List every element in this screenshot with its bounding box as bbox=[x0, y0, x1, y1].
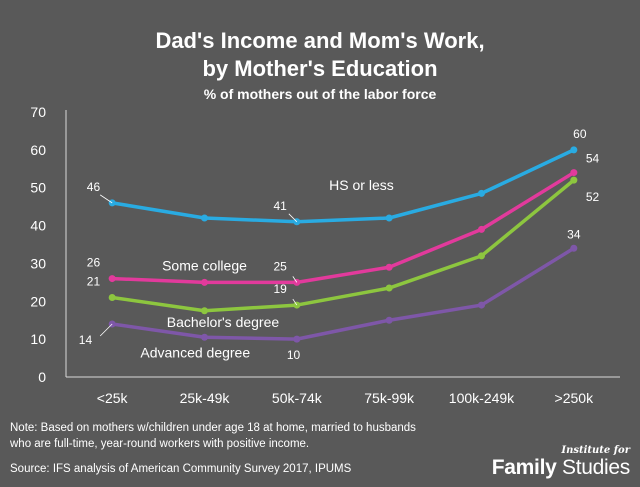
data-label: 60 bbox=[573, 127, 587, 141]
series-line bbox=[110, 178, 576, 313]
data-point bbox=[108, 275, 116, 283]
label-leader-line bbox=[292, 276, 298, 283]
data-label: 26 bbox=[87, 256, 101, 270]
note-line-1: Note: Based on mothers w/children under … bbox=[10, 422, 416, 434]
data-point bbox=[201, 333, 208, 341]
data-point bbox=[108, 294, 116, 301]
chart-subtitle: % of mothers out of the labor force bbox=[203, 86, 437, 102]
data-point bbox=[478, 189, 485, 197]
series-name-label: Some college bbox=[162, 257, 247, 273]
data-point bbox=[478, 301, 485, 309]
data-label: 52 bbox=[586, 190, 600, 204]
logo-top-text: Institute for bbox=[561, 445, 630, 456]
data-point bbox=[385, 214, 393, 222]
y-tick-label: 50 bbox=[30, 180, 46, 196]
data-point bbox=[570, 169, 578, 177]
data-point bbox=[570, 146, 578, 154]
data-label: 46 bbox=[87, 180, 101, 194]
data-label: 10 bbox=[287, 348, 301, 362]
series-line bbox=[110, 148, 576, 224]
data-point bbox=[201, 214, 208, 222]
data-label: 34 bbox=[567, 227, 581, 241]
ifs-logo: Institute for Family Studies bbox=[491, 445, 631, 480]
x-tick-label: 75k-99k bbox=[364, 390, 415, 406]
data-point bbox=[293, 335, 301, 343]
y-tick-label: 10 bbox=[30, 331, 46, 347]
logo-bottom-text: Family Studies bbox=[491, 456, 631, 480]
chart-title-line1: Dad's Income and Mom's Work, bbox=[155, 28, 485, 53]
data-label: 19 bbox=[273, 282, 287, 296]
x-tick-label: 100k-249k bbox=[449, 390, 515, 406]
data-point bbox=[201, 307, 208, 315]
series-name-label: Bachelor's degree bbox=[167, 314, 280, 330]
data-label: 14 bbox=[79, 333, 93, 347]
data-point bbox=[570, 244, 578, 252]
y-tick-label: 40 bbox=[30, 218, 46, 234]
data-label: 54 bbox=[586, 152, 600, 166]
label-leader-line bbox=[288, 213, 298, 223]
data-point bbox=[385, 263, 393, 271]
data-label: 21 bbox=[87, 275, 101, 289]
x-tick-label: 50k-74k bbox=[272, 390, 323, 406]
label-leader-line bbox=[99, 323, 113, 337]
y-tick-label: 60 bbox=[30, 142, 46, 158]
chart-source: Source: IFS analysis of American Communi… bbox=[10, 463, 352, 475]
data-point bbox=[478, 225, 485, 233]
x-tick-label: 25k-49k bbox=[180, 390, 231, 406]
logo-word-family: Family bbox=[491, 456, 557, 479]
chart-title-line2: by Mother's Education bbox=[202, 56, 438, 81]
series-name-label: HS or less bbox=[329, 177, 394, 193]
data-point bbox=[385, 284, 393, 292]
data-point bbox=[570, 176, 578, 184]
y-tick-label: 70 bbox=[30, 104, 46, 120]
logo-word-studies: Studies bbox=[562, 456, 630, 479]
data-label: 41 bbox=[273, 199, 287, 213]
y-tick-label: 0 bbox=[38, 369, 46, 385]
y-tick-label: 20 bbox=[30, 293, 46, 309]
data-label: 25 bbox=[273, 259, 287, 273]
data-point bbox=[201, 278, 208, 286]
note-line-2: who are full-time, year-round workers wi… bbox=[10, 438, 310, 450]
series-line bbox=[110, 246, 576, 341]
chart-note: Note: Based on mothers w/children under … bbox=[10, 420, 450, 452]
series-name-label: Advanced degree bbox=[140, 344, 250, 360]
y-tick-label: 30 bbox=[30, 255, 46, 271]
data-point bbox=[478, 252, 485, 260]
x-tick-label: <25k bbox=[97, 390, 129, 406]
data-point bbox=[385, 316, 393, 324]
x-tick-label: >250k bbox=[555, 390, 595, 406]
label-leader-line bbox=[99, 194, 113, 204]
series-line bbox=[110, 170, 576, 285]
label-leader-line bbox=[292, 298, 298, 306]
